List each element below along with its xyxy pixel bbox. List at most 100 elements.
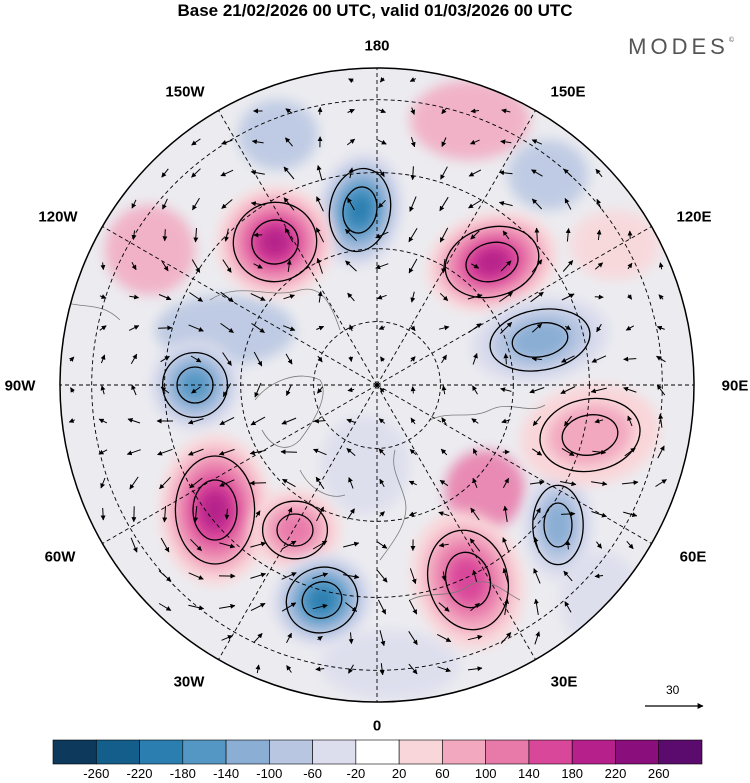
colorbar-tick-label: -140 — [213, 766, 240, 781]
wind-vector — [190, 355, 202, 363]
wind-vector — [254, 382, 262, 398]
contour-line — [301, 581, 343, 619]
colorbar-swatch — [528, 739, 573, 765]
wind-vector — [255, 510, 261, 518]
contour-line — [532, 484, 584, 566]
contour-line — [342, 186, 378, 234]
wind-vector — [285, 353, 293, 365]
wind-vector — [658, 294, 664, 300]
wind-vector — [471, 263, 480, 269]
wind-vector — [438, 325, 450, 331]
wind-vector — [158, 294, 172, 301]
colorbar-tick-label: 180 — [561, 766, 584, 781]
wind-vector — [285, 108, 293, 114]
coastline — [379, 449, 407, 561]
wind-vector — [313, 448, 327, 456]
wind-vector — [347, 109, 355, 114]
wind-vector — [312, 572, 329, 579]
wind-vector — [349, 324, 354, 332]
wind-vector — [283, 166, 295, 180]
wind-vector — [469, 538, 481, 552]
wind-vector — [285, 137, 293, 147]
wind-vector — [564, 601, 572, 613]
lon-label-120w: 120W — [38, 208, 78, 226]
wind-vector — [502, 477, 510, 488]
wind-vector — [468, 169, 482, 177]
wind-vector — [656, 355, 666, 363]
lon-label-0: 0 — [372, 717, 382, 735]
colorbar-swatch — [182, 739, 227, 765]
wind-vector — [658, 262, 664, 270]
wind-vector — [502, 537, 510, 553]
colorbar-swatch — [139, 739, 184, 765]
wind-vector — [348, 477, 354, 489]
wind-vector — [70, 387, 76, 393]
wind-vector — [316, 257, 323, 274]
anomaly-patch — [410, 80, 530, 160]
wind-vector — [316, 196, 324, 212]
wind-vector — [438, 511, 450, 517]
wind-vector — [315, 666, 325, 672]
wind-vector — [250, 293, 266, 301]
wind-vector — [100, 385, 106, 395]
wind-vector — [438, 542, 449, 548]
wind-vector — [378, 418, 386, 424]
wind-vector — [317, 106, 323, 115]
wind-vector — [250, 201, 265, 207]
wind-vector — [529, 480, 545, 486]
colorbar-swatch — [312, 739, 357, 765]
wind-vector — [627, 294, 633, 300]
wind-vector — [100, 354, 106, 364]
wind-vector — [218, 448, 235, 456]
colorbar-swatch — [398, 739, 443, 765]
wind-vector — [253, 351, 263, 367]
lon-label-60e: 60E — [679, 548, 707, 566]
wind-vector — [160, 537, 170, 553]
wind-vector — [221, 635, 233, 641]
colorbar-swatch — [658, 739, 703, 765]
wind-vector — [187, 418, 204, 425]
wind-vector — [531, 259, 543, 273]
wind-vector — [160, 355, 170, 363]
wind-vector — [503, 353, 509, 365]
wind-vector — [441, 354, 447, 364]
wind-vector — [158, 603, 172, 611]
brand-text: MODES — [628, 34, 729, 59]
height-contours — [161, 167, 641, 634]
wind-vector — [409, 568, 417, 585]
wind-vector — [250, 416, 266, 426]
wind-vector — [408, 227, 418, 243]
contour-line — [261, 500, 329, 560]
contour-line — [276, 513, 314, 547]
wind-vector — [534, 631, 541, 645]
wind-vector — [221, 139, 233, 145]
wind-vector — [191, 168, 201, 178]
wind-vector — [504, 598, 510, 615]
wind-vector — [596, 541, 602, 549]
meridian — [376, 384, 536, 660]
colorbar-swatch — [571, 739, 616, 765]
colorbar-tick-label: 140 — [518, 766, 540, 781]
wind-vector — [224, 508, 230, 520]
wind-vector — [408, 631, 418, 646]
wind-vector — [626, 540, 634, 550]
wind-vector — [531, 169, 543, 177]
copyright-mark: © — [728, 36, 734, 44]
wind-vector — [590, 387, 607, 394]
wind-vector — [193, 227, 199, 243]
wind-vector — [380, 356, 386, 362]
colorbar-tick-label: -20 — [346, 766, 366, 781]
wind-vector — [220, 291, 234, 303]
colorbar-swatch — [52, 739, 97, 765]
wind-vector — [129, 476, 139, 490]
colorbar-tick-label: 60 — [435, 766, 450, 781]
coastline — [254, 375, 324, 448]
colorbar-tick-label: -60 — [303, 766, 322, 781]
wind-vector — [533, 568, 541, 584]
lon-label-90w: 90W — [4, 377, 36, 395]
wind-vector — [562, 260, 574, 272]
wind-vector — [158, 570, 172, 582]
wind-vector — [441, 571, 447, 581]
wind-vector — [100, 262, 106, 271]
wind-vector — [532, 416, 542, 426]
